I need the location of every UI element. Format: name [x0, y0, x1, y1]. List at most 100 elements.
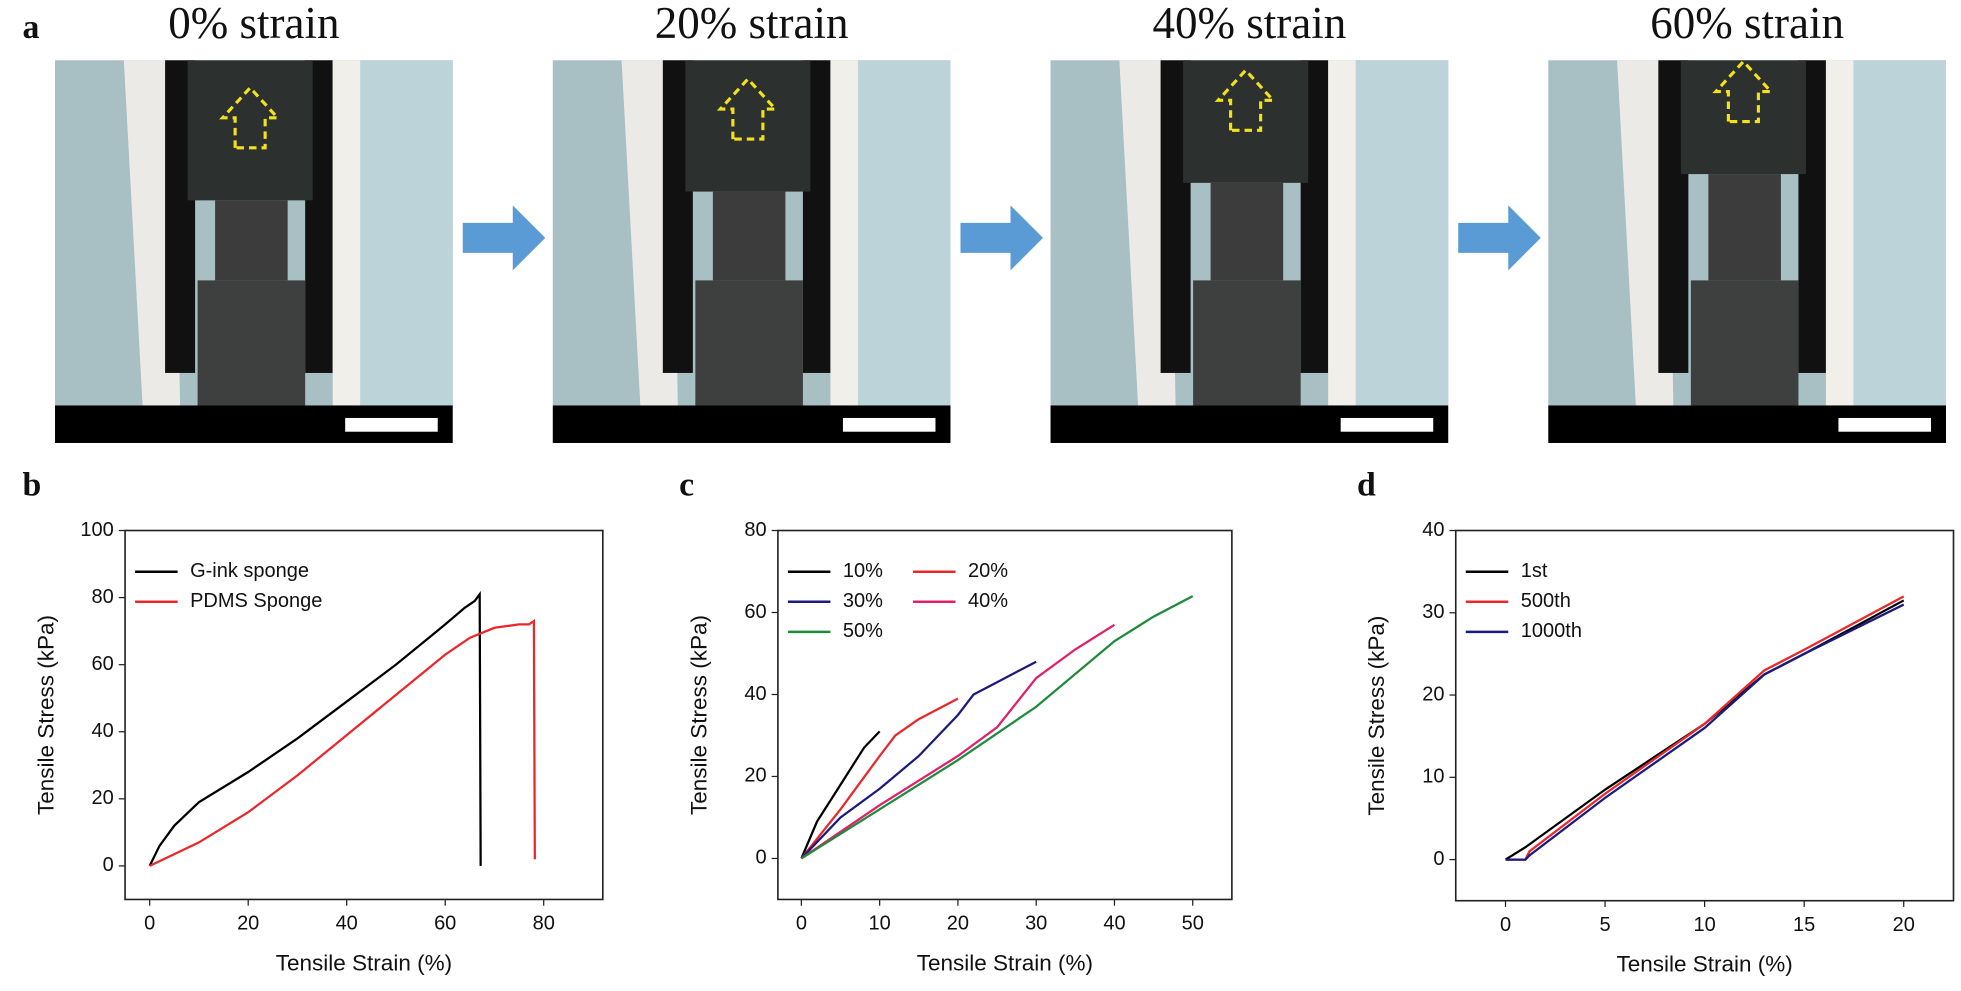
x-tick-label: 15 [1793, 914, 1815, 936]
data-line [800, 697, 959, 860]
x-tick-label: 40 [1103, 913, 1125, 935]
bottom-clamp [1193, 280, 1301, 406]
sample [1708, 174, 1781, 281]
plot-frame [777, 529, 1233, 901]
top-clamp [1680, 60, 1806, 175]
data-line [800, 730, 881, 859]
photo [55, 60, 453, 443]
panel-label: a [23, 9, 40, 46]
x-tick-label: 20 [947, 913, 969, 935]
photo-caption: 20% strain [655, 0, 849, 48]
scale-bar [345, 417, 438, 432]
panel-label: c [679, 467, 694, 504]
pillar-right [1825, 60, 1854, 406]
x-tick-label: 50 [1182, 913, 1204, 935]
wall [1350, 60, 1449, 406]
y-tick-label: 0 [1433, 848, 1444, 870]
data-line [1505, 603, 1905, 861]
wall [355, 60, 453, 406]
pillar-right [1328, 60, 1356, 406]
y-tick-label: 0 [756, 847, 767, 869]
scale-bar [1340, 417, 1434, 432]
x-tick-label: 40 [336, 913, 358, 935]
top-clamp [685, 60, 811, 192]
legend-label: 1000th [1521, 620, 1582, 642]
x-tick-label: 5 [1600, 914, 1611, 936]
data-line [800, 660, 1037, 860]
data-line [149, 618, 536, 867]
wall [1848, 60, 1946, 406]
panel-label: b [23, 467, 42, 504]
strain-arrow [716, 76, 779, 141]
y-tick-label: 80 [744, 519, 766, 541]
y-tick-label: 40 [744, 683, 766, 705]
flow-arrows [462, 205, 1541, 271]
x-tick-label: 10 [869, 913, 891, 935]
x-axis-label: Tensile Strain (%) [1616, 952, 1792, 977]
x-tick-label: 60 [434, 913, 456, 935]
photo [552, 60, 951, 443]
data-line [800, 623, 1116, 860]
scale-bar [1838, 417, 1931, 432]
y-tick-label: 0 [103, 854, 114, 876]
y-tick-label: 60 [92, 653, 114, 675]
top-clamp [187, 60, 313, 201]
photo-caption: 60% strain [1650, 0, 1844, 48]
x-tick-label: 20 [237, 913, 259, 935]
legend-label: 50% [843, 620, 883, 642]
pillar-right [332, 60, 361, 406]
y-tick-label: 30 [1422, 601, 1444, 623]
legend-label: 20% [968, 560, 1008, 582]
y-tick-label: 20 [744, 765, 766, 787]
y-axis-label: Tensile Stress (kPa) [686, 615, 711, 815]
x-tick-label: 0 [796, 913, 807, 935]
y-tick-label: 100 [80, 519, 113, 541]
x-tick-label: 0 [144, 913, 155, 935]
x-tick-label: 0 [1500, 914, 1511, 936]
y-tick-label: 40 [92, 720, 114, 742]
legend-label: PDMS Sponge [190, 590, 322, 612]
photo [1050, 60, 1449, 443]
plot-frame [124, 529, 604, 901]
y-tick-label: 10 [1422, 766, 1444, 788]
legend-label: G-ink sponge [190, 560, 309, 582]
legend-label: 500th [1521, 590, 1571, 612]
data-line [148, 590, 482, 867]
legend-label: 1st [1521, 560, 1548, 582]
top-clamp [1183, 60, 1309, 183]
strain-arrow [1214, 67, 1277, 132]
y-tick-label: 40 [1422, 519, 1444, 541]
x-axis-label: Tensile Strain (%) [917, 950, 1093, 975]
x-tick-label: 80 [533, 913, 555, 935]
scale-bar [842, 417, 936, 432]
y-tick-label: 80 [92, 586, 114, 608]
y-tick-label: 60 [744, 601, 766, 623]
plot-frame [1454, 529, 1955, 902]
x-tick-label: 20 [1893, 914, 1915, 936]
photo-caption: 40% strain [1152, 0, 1346, 48]
wall [852, 60, 951, 406]
pillar-right [830, 60, 858, 406]
x-tick-label: 10 [1693, 914, 1715, 936]
sample [215, 200, 288, 281]
data-line [800, 595, 1194, 860]
bottom-clamp [695, 280, 803, 406]
sample [712, 191, 786, 281]
sample [1210, 182, 1284, 281]
bottom-clamp [197, 280, 306, 406]
legend-label: 10% [843, 560, 883, 582]
photo [1548, 59, 1946, 443]
legend-label: 40% [968, 590, 1008, 612]
y-tick-label: 20 [1422, 683, 1444, 705]
photo-caption: 0% strain [168, 0, 339, 48]
bottom-clamp [1690, 280, 1799, 406]
y-tick-label: 20 [92, 787, 114, 809]
legend-label: 30% [843, 590, 883, 612]
x-tick-label: 30 [1025, 913, 1047, 935]
y-axis-label: Tensile Stress (kPa) [1364, 616, 1389, 816]
strain-arrow [1712, 59, 1775, 124]
panel-label: d [1357, 467, 1376, 504]
x-axis-label: Tensile Strain (%) [276, 950, 452, 975]
